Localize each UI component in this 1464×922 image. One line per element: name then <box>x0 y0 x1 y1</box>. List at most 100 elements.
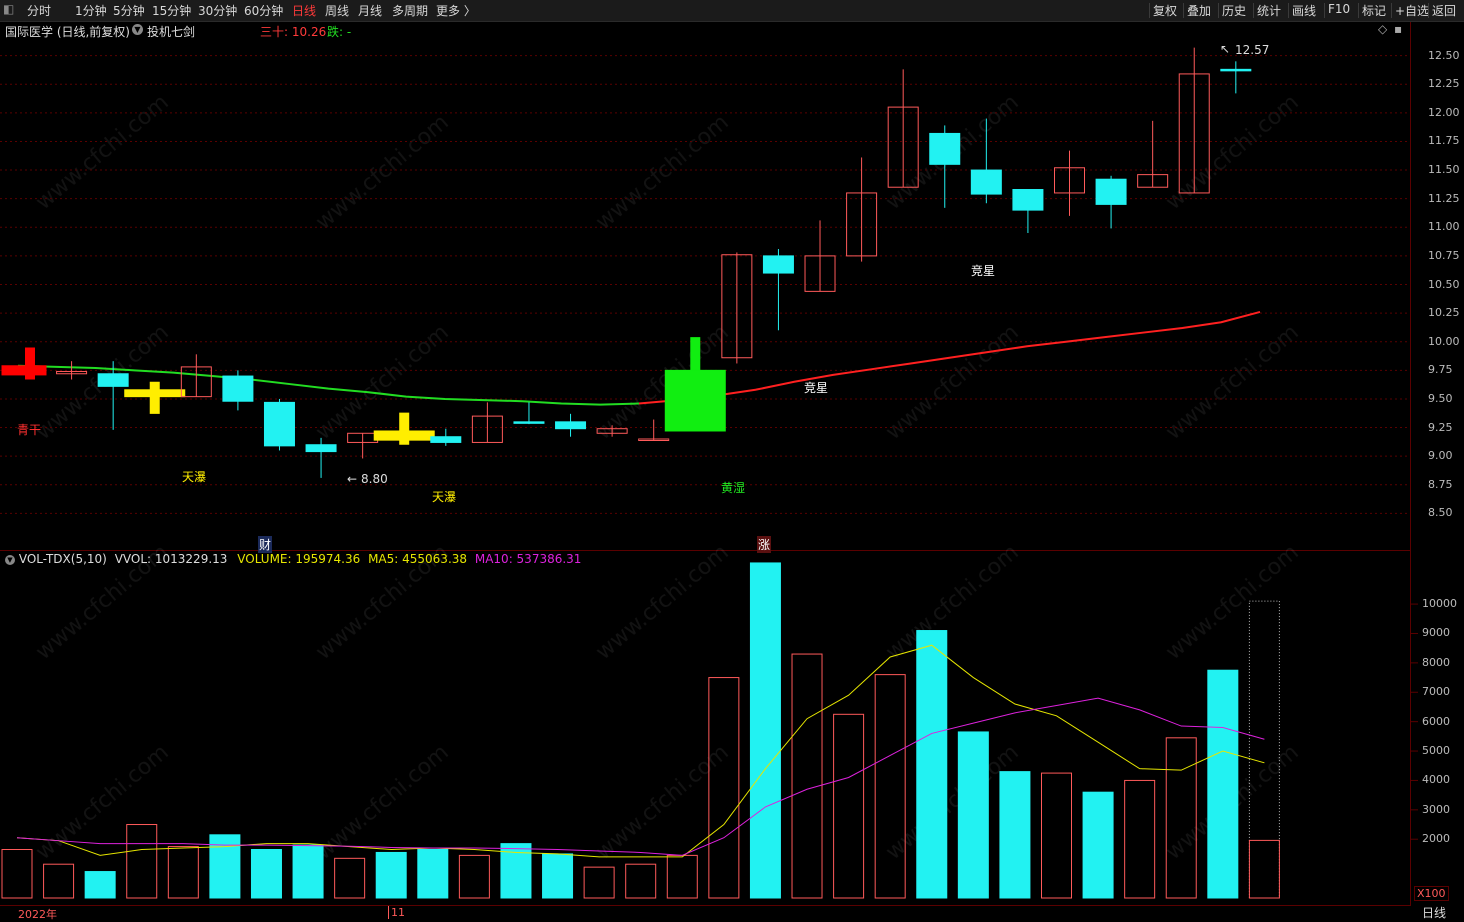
vvol-value: VVOL: 1013229.13 <box>114 552 228 566</box>
toolbar-button-0[interactable]: 复权 <box>1153 4 1178 18</box>
period-tab-3[interactable]: 15分钟 <box>152 4 192 18</box>
volume-tick-label: 8000 <box>1422 655 1450 669</box>
volume-tick-label: 4000 <box>1422 773 1450 787</box>
period-tab-5[interactable]: 60分钟 <box>244 4 284 18</box>
candle-body <box>721 254 753 359</box>
indicator-name[interactable]: 投机七剑 <box>147 25 196 39</box>
volume-bar <box>1207 669 1239 899</box>
candle-body <box>373 430 435 441</box>
candle-body <box>1095 178 1127 205</box>
candle-body <box>887 106 919 188</box>
candle-body <box>929 132 961 165</box>
volume-indicator-name[interactable]: VOL-TDX(5,10) <box>18 552 107 566</box>
date-axis-month: 11 <box>388 906 405 919</box>
candle-body <box>555 421 587 430</box>
period-tab-9[interactable]: 多周期 <box>392 4 429 18</box>
toolbar-button-1[interactable]: 叠加 <box>1187 4 1212 18</box>
volume-bar <box>84 871 116 899</box>
limit-up-event-marker[interactable]: 涨 <box>757 536 772 553</box>
candle-body <box>970 169 1002 195</box>
signal-label-jingxing-1: 竞星 <box>971 264 996 278</box>
high-price-label: 12.57 <box>1235 43 1270 57</box>
volume-tick-label: 7000 <box>1422 685 1450 699</box>
toolbar-button-7[interactable]: +自选 <box>1395 4 1430 18</box>
volume-bar <box>749 562 781 899</box>
period-tab-2[interactable]: 5分钟 <box>113 4 145 18</box>
volume-bar <box>874 674 906 899</box>
low-marker-arrow: ← <box>347 472 358 486</box>
volume-legend: ▼ VOL-TDX(5,10) VVOL: 1013229.13 VOLUME:… <box>5 552 581 566</box>
volume-bar <box>1 849 33 899</box>
candle-body <box>471 415 503 443</box>
ma30-line-green <box>17 364 640 406</box>
price-tick-label: 9.75 <box>1428 363 1453 377</box>
price-tick-label: 11.75 <box>1428 134 1460 148</box>
volume-bar <box>250 849 282 899</box>
period-tab-10[interactable]: 更多 〉 <box>436 4 476 18</box>
axis-divider <box>1410 22 1411 904</box>
volume-value: VOLUME: 195974.36 <box>237 552 361 566</box>
toolbar-button-3[interactable]: 统计 <box>1257 4 1282 18</box>
stock-title: 国际医学 (日线,前复权) <box>5 25 130 39</box>
period-switch[interactable]: 日线 <box>1422 906 1447 920</box>
candle-body <box>846 192 878 257</box>
toolbar-separator <box>1218 3 1219 18</box>
volume-ma5-line <box>16 644 1265 858</box>
period-tab-7[interactable]: 周线 <box>325 4 350 18</box>
candle-body <box>305 444 337 453</box>
diamond-icon[interactable]: ◇ <box>1378 22 1388 36</box>
volume-dropdown-icon[interactable]: ▼ <box>5 554 15 565</box>
period-tab-6[interactable]: 日线 <box>292 4 317 18</box>
price-tick-label: 8.50 <box>1428 506 1453 520</box>
period-tab-4[interactable]: 30分钟 <box>198 4 238 18</box>
volume-bar <box>167 846 199 899</box>
finance-event-marker[interactable]: 财 <box>258 536 273 553</box>
candle-body <box>804 255 836 292</box>
ma5-value: MA5: 455063.38 <box>368 552 468 566</box>
volume-bar <box>666 854 698 899</box>
menu-icon[interactable]: ◧ <box>3 2 15 16</box>
period-tab-0[interactable]: 分时 <box>27 4 52 18</box>
price-tick-label: 9.00 <box>1428 449 1453 463</box>
price-tick-label: 10.25 <box>1428 306 1460 320</box>
chart-titlebar: 国际医学 (日线,前复权) ▼ 投机七剑 三十: 10.26 跌: - ◇ ▪ <box>0 21 1410 39</box>
ma30-line-red <box>638 311 1261 405</box>
toolbar-separator <box>1324 3 1325 18</box>
candle-body <box>180 366 212 398</box>
toolbar-button-4[interactable]: 画线 <box>1292 4 1317 18</box>
volume-unit: X100 <box>1414 886 1449 901</box>
toolbar-button-2[interactable]: 历史 <box>1222 4 1247 18</box>
toolbar-separator <box>1391 3 1392 18</box>
price-tick-label: 10.75 <box>1428 248 1460 262</box>
panel-settings-icon[interactable]: ▪ <box>1394 22 1403 36</box>
volume-bar <box>583 866 615 899</box>
volume-bar <box>791 653 823 899</box>
signal-label-tianpu-2: 天瀑 <box>432 490 457 504</box>
candle-body <box>430 436 462 443</box>
price-tick-label: 10.00 <box>1428 334 1460 348</box>
indicator-dropdown-icon[interactable]: ▼ <box>132 24 143 35</box>
signal-label-jingxing-2: 竞星 <box>804 381 829 395</box>
toolbar-button-8[interactable]: 返回 <box>1432 4 1457 18</box>
toolbar-separator <box>1253 3 1254 18</box>
volume-bar <box>43 863 75 899</box>
volume-bar <box>458 854 490 899</box>
candle-body <box>56 370 88 375</box>
candle-body <box>1178 73 1210 194</box>
volume-bar <box>957 731 989 899</box>
candle-body <box>222 375 254 402</box>
toolbar-button-6[interactable]: 标记 <box>1362 4 1387 18</box>
volume-ma10-line <box>16 697 1265 856</box>
candle-body <box>1012 189 1044 211</box>
toolbar-button-5[interactable]: F10 <box>1328 2 1351 16</box>
period-tab-8[interactable]: 月线 <box>358 4 383 18</box>
candle-body <box>1220 68 1252 72</box>
candle-body <box>263 401 295 447</box>
toolbar-separator <box>1358 3 1359 18</box>
volume-bar <box>334 857 366 899</box>
volume-bar <box>375 851 407 899</box>
period-tab-1[interactable]: 1分钟 <box>75 4 107 18</box>
toolbar-separator <box>1288 3 1289 18</box>
price-tick-label: 10.50 <box>1428 277 1460 291</box>
